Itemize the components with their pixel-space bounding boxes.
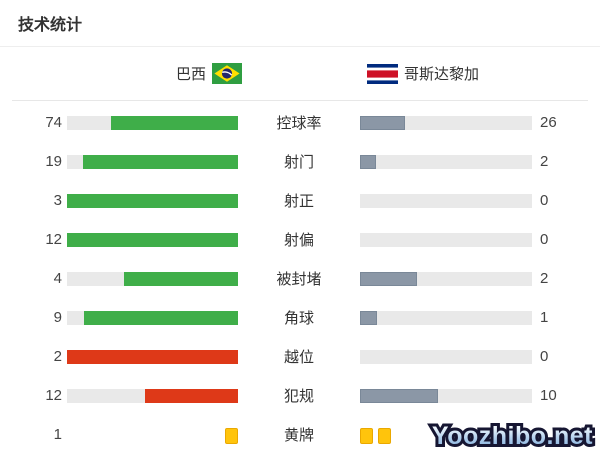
stat-row: 2 越位 0 — [0, 337, 600, 376]
home-stat-bar — [67, 349, 238, 364]
title-bar: 技术统计 — [0, 0, 600, 47]
stat-label: 控球率 — [276, 115, 322, 132]
home-team-name: 巴西 — [175, 66, 206, 83]
stat-row: 4 被封堵 2 — [0, 259, 600, 298]
away-stat-value: 0 — [540, 192, 549, 209]
away-stat-bar — [360, 115, 532, 130]
away-stat-value: 26 — [540, 114, 557, 131]
watermark-text: Yoozhibo.net — [432, 422, 593, 454]
stat-row: 12 犯规 10 — [0, 376, 600, 415]
away-stat-bar — [360, 154, 532, 169]
home-stat-value: 1 — [53, 426, 62, 443]
yellow-card-icon — [378, 427, 391, 444]
watermark-text-outline: Yoozhibo.net — [429, 419, 596, 453]
home-stat-bar — [67, 193, 238, 208]
stat-row: 19 射门 2 — [0, 142, 600, 181]
stat-row: 12 射偏 0 — [0, 220, 600, 259]
watermark: Yoozhibo.net Yoozhibo.net — [429, 419, 596, 454]
stat-label: 黄牌 — [283, 427, 314, 444]
away-stat-bar — [360, 388, 532, 403]
home-stat-bar — [67, 388, 238, 403]
home-stat-value: 2 — [53, 348, 62, 365]
stat-label: 被封堵 — [276, 271, 322, 288]
home-stat-bar — [67, 310, 238, 325]
home-stat-value: 9 — [53, 309, 62, 326]
away-stat-bar — [360, 349, 532, 364]
stat-label: 越位 — [283, 349, 314, 366]
stat-label: 射偏 — [283, 232, 314, 249]
away-stat-value: 1 — [540, 309, 549, 326]
home-stat-bar — [67, 115, 238, 130]
header-divider — [12, 100, 588, 101]
away-stat-value: 0 — [540, 231, 549, 248]
stat-label: 射正 — [283, 193, 314, 210]
away-stat-bar — [360, 310, 532, 325]
page-title: 技术统计 — [18, 17, 83, 34]
home-stat-value: 4 — [53, 270, 62, 287]
stat-row: 1 黄牌 — [0, 415, 600, 454]
stat-label: 射门 — [283, 154, 314, 171]
stat-row: 3 射正 0 — [0, 181, 600, 220]
home-stat-value: 19 — [45, 153, 62, 170]
home-stat-bar — [67, 232, 238, 247]
away-stat-value: 0 — [540, 348, 549, 365]
yellow-card-icon — [225, 427, 238, 444]
stat-row: 9 角球 1 — [0, 298, 600, 337]
away-stat-value: 10 — [540, 387, 557, 404]
away-team-name: 哥斯达黎加 — [404, 66, 480, 83]
away-team-header: 哥斯达黎加 — [300, 63, 600, 84]
away-stat-bar — [360, 193, 532, 208]
home-stat-value: 74 — [45, 114, 62, 131]
home-yellow-cards — [67, 427, 238, 444]
brazil-flag-icon — [212, 63, 242, 84]
home-stat-value: 12 — [45, 387, 62, 404]
team-header: 巴西 哥斯达黎加 — [0, 47, 600, 100]
stat-label: 角球 — [283, 310, 314, 327]
away-stat-bar — [360, 232, 532, 247]
home-stat-bar — [67, 154, 238, 169]
stat-row: 74 控球率 26 — [0, 103, 600, 142]
home-stat-bar — [67, 271, 238, 286]
stats-rows: 74 控球率 26 19 射门 2 3 射正 0 12 射偏 0 4 被封堵 2 9 角球 1 2 越位 0 12 犯规 10… — [0, 101, 600, 454]
away-stat-bar — [360, 271, 532, 286]
home-stat-value: 3 — [53, 192, 62, 209]
away-stat-value: 2 — [540, 153, 549, 170]
home-team-header: 巴西 — [0, 63, 300, 84]
away-stat-value: 2 — [540, 270, 549, 287]
stat-label: 犯规 — [283, 388, 314, 405]
costa-rica-flag-icon — [367, 63, 398, 84]
yellow-card-icon — [360, 427, 373, 444]
home-stat-value: 12 — [45, 231, 62, 248]
away-yellow-cards — [360, 427, 532, 444]
